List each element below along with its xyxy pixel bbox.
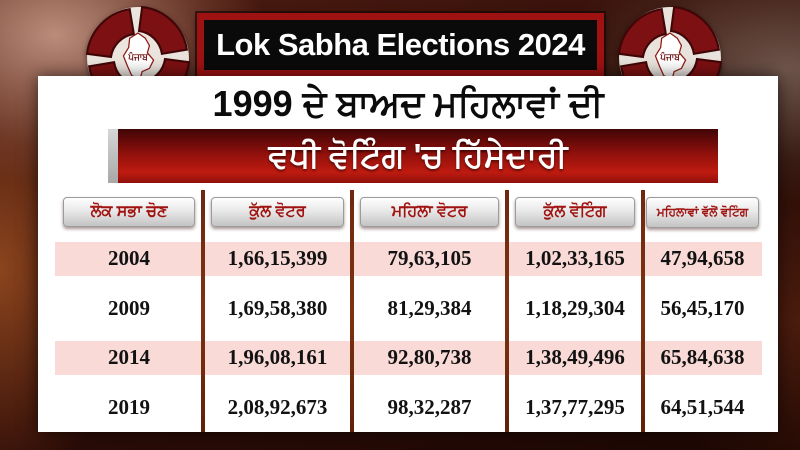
header-total-voters: ਕੁੱਲ ਵੋਟਰ xyxy=(211,197,344,227)
female-voters-cell: 92,80,738 xyxy=(387,345,472,370)
headline-line1: 1999 ਦੇ ਬਾਅਦ ਮਹਿਲਾਵਾਂ ਦੀ xyxy=(212,83,604,124)
banner-title: Lok Sabha Elections 2024 xyxy=(216,27,585,62)
logo-region-label: ਪੰਜਾਬ xyxy=(659,50,680,62)
total-voting-cell: 1,02,33,165 xyxy=(525,246,625,271)
header-total-voting: ਕੁੱਲ ਵੋਟਿੰਗ xyxy=(515,197,635,227)
banner: Lok Sabha Elections 2024 xyxy=(197,13,604,77)
female-voting-cell: 56,45,170 xyxy=(660,295,745,320)
column-divider xyxy=(350,190,354,432)
year-cell: 2014 xyxy=(108,345,150,370)
total-voting-cell: 1,18,29,304 xyxy=(525,295,625,320)
header-female-voters: ਮਹਿਲਾ ਵੋਟਰ xyxy=(360,197,499,227)
redbar-left-edge xyxy=(108,129,118,183)
total-voters-cell: 1,96,08,161 xyxy=(227,345,328,370)
table-row-2014: 2014 1,96,08,161 92,80,738 1,38,49,496 6… xyxy=(55,333,762,383)
female-voters-cell: 98,32,287 xyxy=(387,394,472,419)
content-card: 1999 ਦੇ ਬਾਅਦ ਮਹਿਲਾਵਾਂ ਦੀ ਵਧੀ ਵੋਟਿੰਗ 'ਚ ਹ… xyxy=(38,76,778,432)
table-row-2004: 2004 1,66,15,399 79,63,105 1,02,33,165 4… xyxy=(55,234,762,284)
total-voters-cell: 1,69,58,380 xyxy=(227,295,328,320)
total-voters-cell: 2,08,92,673 xyxy=(227,394,328,419)
year-cell: 2009 xyxy=(108,295,150,320)
year-cell: 2019 xyxy=(108,394,150,419)
header-voting-by-women: ਮਹਿਲਾਵਾਂ ਵੱਲੋਂ ਵੋਟਿੰਗ xyxy=(646,196,759,228)
table-row-2019: 2019 2,08,92,673 98,32,287 1,37,77,295 6… xyxy=(55,383,762,433)
column-divider xyxy=(505,190,509,432)
total-voters-cell: 1,66,15,399 xyxy=(227,246,328,271)
voting-data-table: ਲੋਕ ਸਭਾ ਚੋਣ ਕੁੱਲ ਵੋਟਰ ਮਹਿਲਾ ਵੋਟਰ ਕੁੱਲ ਵੋ… xyxy=(55,190,762,432)
header-lok-sabha-election: ਲੋਕ ਸਭਾ ਚੋਣ xyxy=(63,197,195,227)
punjab-map-icon xyxy=(654,32,687,80)
column-divider xyxy=(201,190,205,432)
column-divider xyxy=(641,190,645,432)
female-voting-cell: 65,84,638 xyxy=(660,345,745,370)
total-voting-cell: 1,38,49,496 xyxy=(525,345,625,370)
total-voting-cell: 1,37,77,295 xyxy=(525,394,625,419)
punjab-map-icon xyxy=(122,32,155,80)
headline-line2: ਵਧੀ ਵੋਟਿੰਗ 'ਚ ਹਿੱਸੇਦਾਰੀ xyxy=(268,136,568,174)
year-cell: 2004 xyxy=(108,246,150,271)
headline-redbar: ਵਧੀ ਵੋਟਿੰਗ 'ਚ ਹਿੱਸੇਦਾਰੀ xyxy=(118,129,718,183)
female-voters-cell: 79,63,105 xyxy=(387,246,472,271)
table-row-2009: 2009 1,69,58,380 81,29,384 1,18,29,304 5… xyxy=(55,284,762,334)
table-header-row: ਲੋਕ ਸਭਾ ਚੋਣ ਕੁੱਲ ਵੋਟਰ ਮਹਿਲਾ ਵੋਟਰ ਕੁੱਲ ਵੋ… xyxy=(55,190,762,234)
female-voting-cell: 47,94,658 xyxy=(660,246,745,271)
female-voters-cell: 81,29,384 xyxy=(387,295,472,320)
logo-region-label: ਪੰਜਾਬ xyxy=(127,50,148,62)
female-voting-cell: 64,51,544 xyxy=(660,394,745,419)
